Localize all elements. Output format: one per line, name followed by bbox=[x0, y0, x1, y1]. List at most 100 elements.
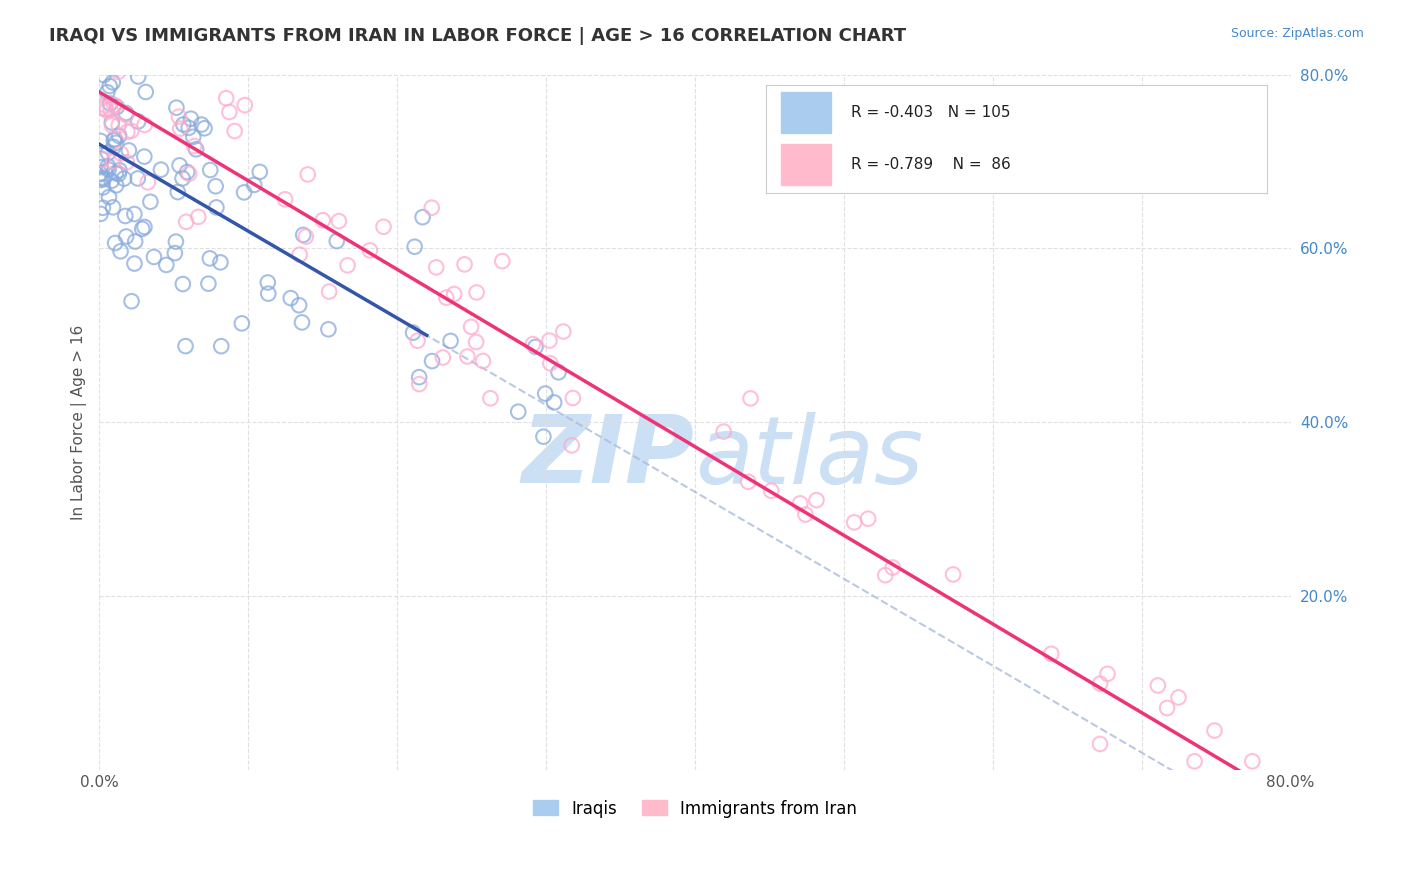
Point bbox=[177, 120, 200, 135]
Point bbox=[124, 256, 146, 270]
Point bbox=[139, 194, 162, 209]
Point bbox=[434, 291, 457, 305]
Point bbox=[110, 244, 132, 259]
Point bbox=[136, 175, 159, 189]
Point bbox=[844, 516, 866, 530]
Point bbox=[131, 222, 153, 236]
Point bbox=[215, 91, 238, 105]
Point bbox=[115, 108, 138, 122]
Point bbox=[103, 133, 125, 147]
Point bbox=[167, 110, 190, 124]
Point bbox=[1040, 647, 1063, 661]
Point bbox=[291, 315, 314, 329]
Point bbox=[149, 162, 172, 177]
Point bbox=[218, 105, 240, 120]
Point bbox=[172, 118, 194, 132]
Point bbox=[117, 125, 139, 139]
Point bbox=[91, 201, 114, 215]
Point bbox=[98, 78, 121, 93]
Point bbox=[538, 334, 561, 348]
Point bbox=[553, 325, 575, 339]
Point bbox=[97, 145, 120, 160]
Point bbox=[104, 136, 127, 150]
Point bbox=[200, 163, 222, 178]
Point bbox=[101, 119, 124, 133]
Point bbox=[103, 154, 125, 169]
Point bbox=[93, 172, 115, 186]
Point bbox=[108, 128, 131, 143]
Point bbox=[190, 118, 212, 132]
Point bbox=[806, 493, 828, 508]
Point bbox=[94, 102, 117, 116]
Point bbox=[179, 167, 201, 181]
Y-axis label: In Labor Force | Age > 16: In Labor Force | Age > 16 bbox=[72, 325, 87, 520]
Point bbox=[280, 291, 302, 305]
Point bbox=[90, 50, 112, 64]
Point bbox=[432, 351, 454, 365]
Point bbox=[163, 246, 186, 260]
Point bbox=[533, 430, 555, 444]
Point bbox=[104, 166, 127, 180]
Point bbox=[124, 235, 146, 249]
Point bbox=[508, 405, 530, 419]
Point bbox=[169, 121, 191, 136]
Point bbox=[91, 50, 114, 64]
Point bbox=[98, 190, 121, 204]
Point bbox=[1167, 690, 1189, 705]
Point bbox=[112, 171, 135, 186]
Point bbox=[184, 142, 207, 156]
Point bbox=[882, 560, 904, 574]
Point bbox=[90, 207, 112, 221]
Point bbox=[297, 168, 319, 182]
Point bbox=[740, 392, 762, 406]
Point bbox=[257, 286, 280, 301]
Point bbox=[181, 129, 204, 144]
Point bbox=[115, 155, 138, 169]
Point bbox=[120, 124, 142, 138]
Point bbox=[460, 319, 482, 334]
Point bbox=[98, 96, 121, 111]
Point bbox=[561, 438, 583, 452]
Point bbox=[547, 365, 569, 379]
Point bbox=[127, 70, 149, 84]
Point bbox=[93, 68, 115, 82]
Point bbox=[404, 240, 426, 254]
Point bbox=[465, 285, 488, 300]
Point bbox=[103, 98, 125, 112]
Point bbox=[100, 174, 122, 188]
Point bbox=[101, 75, 124, 89]
Point bbox=[336, 258, 359, 272]
Point bbox=[193, 121, 215, 136]
Point bbox=[274, 192, 297, 206]
Legend: Iraqis, Immigrants from Iran: Iraqis, Immigrants from Iran bbox=[526, 793, 863, 824]
Point bbox=[91, 170, 114, 185]
Point bbox=[1088, 676, 1111, 690]
Point bbox=[91, 180, 114, 194]
Point bbox=[1204, 723, 1226, 738]
Point bbox=[115, 106, 138, 120]
Point bbox=[100, 103, 122, 117]
Point bbox=[249, 165, 271, 179]
Point bbox=[107, 167, 129, 181]
Point bbox=[198, 252, 221, 266]
Point bbox=[479, 391, 502, 405]
Point bbox=[794, 508, 817, 522]
Point bbox=[96, 103, 118, 118]
Point bbox=[412, 210, 434, 224]
Point bbox=[94, 98, 117, 112]
Point bbox=[789, 496, 811, 510]
Point bbox=[110, 146, 132, 161]
Point bbox=[491, 254, 513, 268]
Point bbox=[169, 158, 191, 172]
Point bbox=[197, 277, 219, 291]
Text: IRAQI VS IMMIGRANTS FROM IRAN IN LABOR FORCE | AGE > 16 CORRELATION CHART: IRAQI VS IMMIGRANTS FROM IRAN IN LABOR F… bbox=[49, 27, 907, 45]
Point bbox=[406, 334, 429, 348]
Point bbox=[165, 101, 187, 115]
Point bbox=[143, 250, 166, 264]
Text: atlas: atlas bbox=[695, 411, 924, 502]
Point bbox=[96, 85, 118, 99]
Point bbox=[233, 186, 256, 200]
Point bbox=[1184, 754, 1206, 768]
Point bbox=[174, 215, 197, 229]
Point bbox=[101, 115, 124, 129]
